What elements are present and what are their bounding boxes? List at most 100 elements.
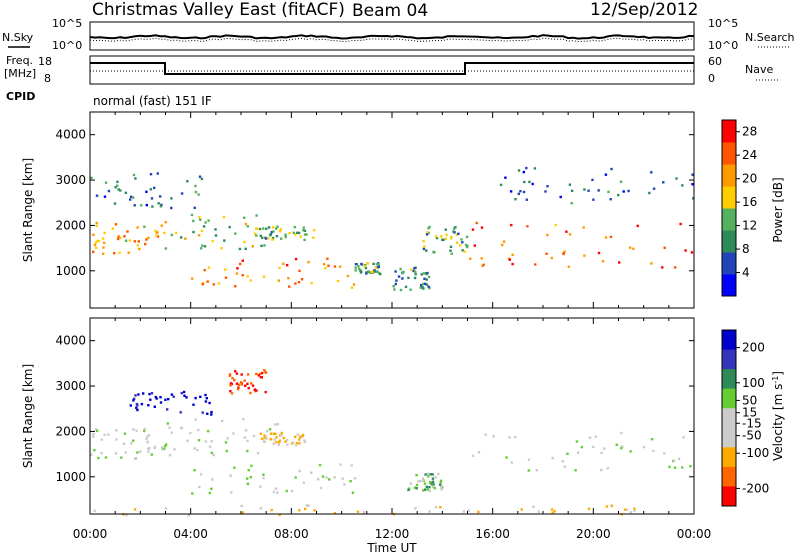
scatter-cell — [278, 441, 281, 444]
scatter-cell — [417, 480, 420, 483]
scatter-cell — [223, 239, 226, 242]
scatter-cell — [333, 265, 337, 268]
scatter-cell — [137, 240, 140, 243]
scatter-cell — [197, 428, 200, 432]
scatter-cell — [397, 275, 401, 278]
scatter-cell — [545, 252, 548, 255]
scatter-cell — [214, 234, 218, 237]
scatter-cell — [681, 466, 684, 469]
scatter-cell — [280, 237, 283, 240]
scatter-cell — [135, 406, 138, 409]
scatter-cell — [546, 185, 549, 188]
scatter-cell — [212, 453, 215, 457]
scatter-cell — [167, 397, 170, 401]
y-tick-label: 2000 — [55, 218, 86, 232]
scatter-cell — [339, 463, 342, 466]
scatter-cell — [193, 469, 196, 472]
scatter-cell — [421, 285, 424, 289]
scatter-cell — [691, 173, 694, 176]
scatter-cell — [439, 483, 442, 486]
scatter-cell — [343, 483, 346, 486]
scatter-cell — [277, 443, 280, 446]
scatter-cell — [95, 246, 98, 250]
scatter-cell — [134, 177, 137, 180]
scatter-cell — [221, 419, 224, 423]
scatter-cell — [205, 397, 208, 400]
scatter-cell — [249, 476, 252, 479]
scatter-cell — [250, 464, 253, 468]
colorbar-tick-label: -50 — [742, 429, 762, 443]
scatter-cell — [601, 260, 605, 263]
scatter-cell — [307, 261, 310, 264]
scatter-cell — [246, 439, 249, 443]
scatter-cell — [235, 382, 239, 385]
scatter-cell — [377, 263, 380, 266]
scatter-cell — [135, 429, 138, 432]
scatter-cell — [432, 485, 435, 489]
colorbar-segment — [722, 142, 736, 165]
scatter-cell — [373, 270, 376, 273]
scatter-cell — [180, 391, 183, 395]
scatter-cell — [153, 446, 156, 450]
scatter-cell — [246, 275, 249, 278]
power-x-ticks — [89, 112, 695, 308]
scatter-cell — [461, 241, 464, 244]
colorbar-segment — [722, 252, 736, 275]
scatter-cell — [259, 507, 262, 510]
scatter-cell — [274, 432, 277, 436]
scatter-cell — [145, 190, 148, 193]
colorbar-segment — [722, 388, 736, 409]
scatter-cell — [270, 231, 273, 234]
colorbar-tick-label: 15 — [742, 406, 757, 420]
scatter-cell — [642, 445, 646, 449]
scatter-cell — [107, 433, 110, 436]
scatter-cell — [298, 438, 301, 441]
scatter-cell — [449, 245, 453, 248]
scatter-cell — [318, 463, 322, 467]
scatter-cell — [275, 227, 278, 230]
scatter-cell — [262, 227, 265, 230]
scatter-cell — [95, 221, 98, 225]
scatter-cell — [527, 469, 530, 472]
scatter-cell — [620, 431, 623, 435]
scatter-cell — [424, 473, 427, 476]
scatter-cell — [420, 273, 423, 276]
scatter-cell — [284, 440, 287, 443]
scatter-cell — [510, 461, 513, 464]
scatter-cell — [124, 191, 127, 194]
scatter-cell — [222, 215, 226, 219]
scatter-cell — [255, 372, 258, 376]
scatter-cell — [618, 261, 621, 264]
scatter-cell — [526, 225, 529, 228]
scatter-cell — [525, 198, 528, 201]
scatter-cell — [414, 507, 417, 510]
scatter-cell — [257, 374, 260, 377]
velocity-x-ticks — [89, 318, 695, 514]
scatter-cell — [429, 473, 432, 476]
scatter-cell — [450, 235, 453, 239]
scatter-cell — [271, 238, 274, 241]
scatter-cell — [143, 225, 146, 228]
velocity-panel-bg — [90, 318, 694, 514]
scatter-cell — [324, 266, 327, 270]
scatter-cell — [622, 190, 625, 193]
scatter-cell — [427, 475, 430, 478]
scatter-cell — [92, 435, 95, 438]
scatter-cell — [679, 222, 682, 226]
scatter-cell — [290, 442, 294, 445]
scatter-cell — [258, 227, 262, 231]
scatter-cell — [546, 233, 549, 237]
scatter-cell — [189, 431, 192, 435]
scatter-cell — [206, 412, 209, 415]
velocity-y-ticks: 1000 2000 3000 4000 — [55, 334, 694, 484]
noise-tick-left-bottom: 10^0 — [52, 39, 82, 52]
scatter-cell — [326, 257, 329, 260]
scatter-cell — [422, 239, 425, 243]
scatter-cell — [140, 402, 144, 406]
scatter-cell — [469, 257, 472, 260]
scatter-cell — [464, 243, 468, 247]
scatter-cell — [120, 456, 123, 459]
scatter-cell — [480, 226, 484, 229]
scatter-cell — [508, 436, 511, 439]
scatter-cell — [412, 269, 415, 273]
